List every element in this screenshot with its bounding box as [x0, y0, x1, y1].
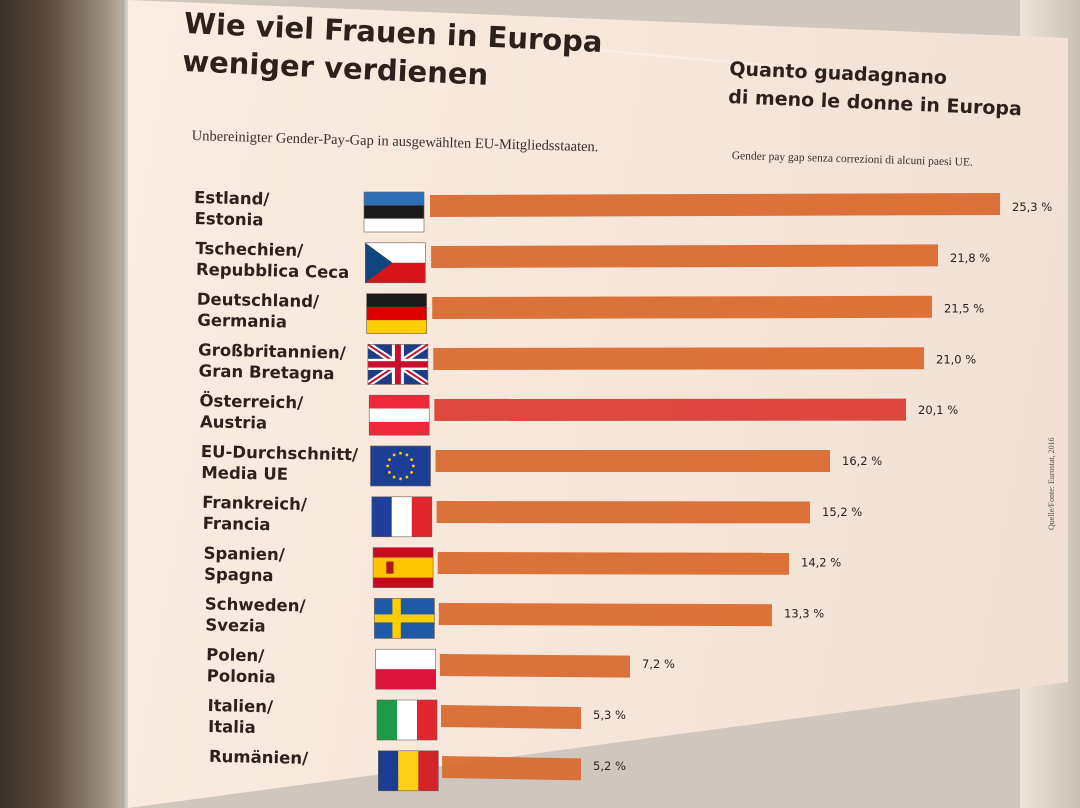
category-label-line1: Großbritannien/	[198, 340, 347, 362]
bar-row: Italien/Italia 5,3 %	[207, 696, 626, 741]
value-label: 5,3 %	[593, 708, 626, 722]
category-label-line2: Austria	[200, 412, 268, 432]
flag-germany-icon	[366, 293, 427, 334]
flag-estonia-icon	[363, 191, 425, 233]
value-label: 21,0 %	[936, 352, 976, 366]
value-label: 5,2 %	[593, 759, 626, 773]
bar	[439, 654, 630, 678]
category-label-line2: Italia	[208, 717, 256, 737]
value-label: 15,2 %	[822, 505, 862, 519]
bar-row: Rumänien/5,2 %	[209, 747, 626, 792]
bar	[441, 705, 581, 729]
flag-poland-icon	[375, 648, 437, 690]
bar-row: Schweden/Svezia 13,3 %	[205, 594, 824, 639]
bar-row: Estland/Estonia 25,3 %	[194, 188, 1052, 233]
flag-austria-icon	[368, 394, 430, 436]
value-label: 21,5 %	[944, 302, 984, 316]
category-label-line1: Estland/	[194, 188, 271, 209]
category-label-line1: Österreich/	[199, 391, 304, 412]
category-label-line2: Spagna	[204, 565, 274, 585]
flag-spain-icon	[372, 547, 434, 588]
bar	[431, 244, 938, 268]
bar	[434, 398, 906, 421]
value-label: 21,8 %	[950, 251, 990, 265]
bar	[432, 295, 932, 319]
bar-row: Großbritannien/Gran Bretagna 21,0 %	[198, 340, 976, 387]
value-label: 7,2 %	[642, 657, 675, 671]
poster-frame-edge	[122, 0, 130, 808]
category-label-line1: Frankreich/	[202, 493, 308, 514]
bar	[433, 347, 924, 370]
category-label-line1: Spanien/	[203, 544, 286, 565]
category-label-line1: Deutschland/	[197, 290, 321, 312]
bar	[435, 450, 830, 472]
bar	[437, 552, 789, 575]
bar-row: Polen/Polonia 7,2 %	[206, 645, 675, 690]
value-label: 20,1 %	[918, 403, 958, 417]
category-label-line1: Polen/	[206, 645, 265, 665]
category-label-line2: Media UE	[201, 463, 288, 484]
category-label-line2: Polonia	[207, 666, 276, 686]
category-label-line2: Repubblica Ceca	[196, 260, 350, 282]
category-label-line1: Italien/	[207, 696, 274, 716]
flag-sweden-icon	[374, 598, 435, 639]
category-label-line1: Schweden/	[205, 594, 307, 615]
bar-row: Österreich/Austria 20,1 %	[199, 391, 958, 436]
bar	[436, 501, 810, 524]
background-left	[0, 0, 140, 808]
bar-row: Spanien/Spagna 14,2 %	[203, 544, 841, 588]
bar	[442, 756, 581, 781]
value-label: 13,3 %	[784, 606, 824, 620]
bar	[430, 193, 1000, 217]
value-label: 16,2 %	[842, 454, 882, 468]
bar-row: Deutschland/Germania 21,5 %	[197, 290, 984, 334]
bar-row: Frankreich/Francia 15,2 %	[202, 493, 862, 538]
bar-row: Tschechien/Repubblica Ceca 21,8 %	[195, 239, 990, 284]
bar-row: EU-Durchschnitt/Media UE 16,2 %	[201, 442, 882, 487]
category-label-line1: Tschechien/	[195, 239, 304, 260]
flag-czech-republic-icon	[364, 242, 426, 284]
bar	[438, 603, 772, 627]
flag-france-icon	[371, 496, 433, 538]
value-label: 25,3 %	[1012, 200, 1052, 214]
flag-romania-icon	[377, 750, 439, 792]
value-label: 14,2 %	[801, 556, 841, 570]
flag-united-kingdom-icon	[366, 341, 430, 387]
flag-italy-icon	[376, 699, 438, 741]
flag-european-union-icon	[370, 445, 431, 487]
category-label-line1: EU-Durchschnitt/	[201, 442, 360, 464]
category-label-line1: Rumänien/	[209, 747, 309, 768]
category-label-line2: Gran Bretagna	[198, 361, 334, 383]
category-label-line2: Svezia	[205, 615, 266, 635]
category-label-line2: Germania	[197, 311, 287, 332]
category-label-line2: Estonia	[194, 209, 263, 229]
category-label-line2: Francia	[203, 514, 271, 534]
